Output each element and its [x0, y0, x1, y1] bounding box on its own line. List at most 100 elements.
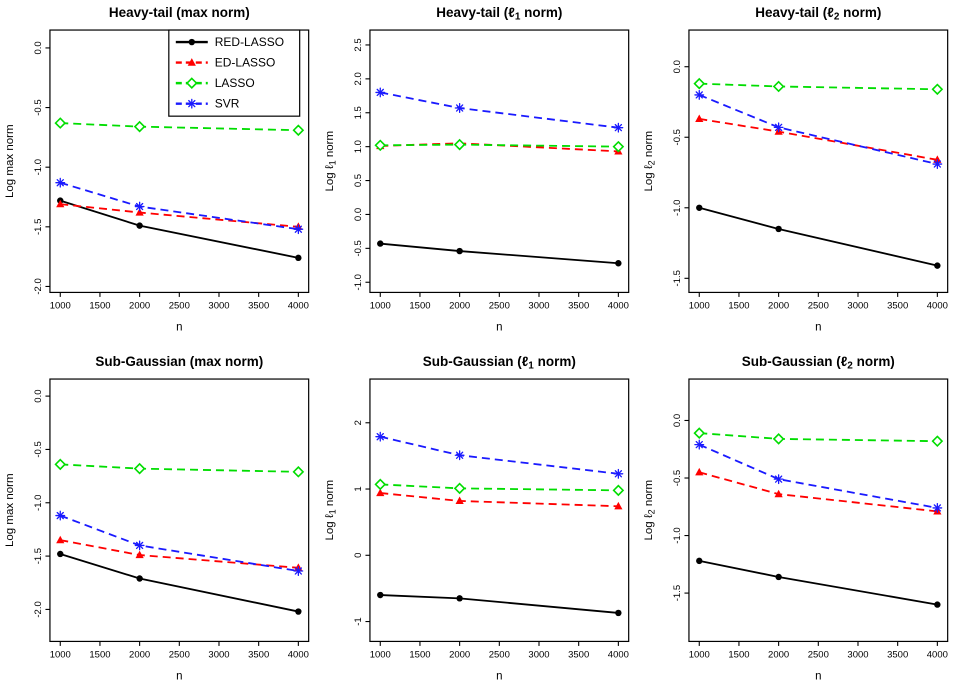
series-line-lasso — [60, 122, 299, 132]
series-line-svr — [60, 181, 299, 231]
marker-diamond-lasso — [453, 138, 466, 151]
x-tick-label: 1000 — [50, 300, 71, 311]
marker-diamond-lasso — [773, 80, 785, 93]
series-line-svr — [379, 91, 619, 129]
x-tick-label: 1500 — [89, 649, 110, 660]
y-tick-label: -1.5 — [672, 584, 683, 600]
x-tick-label: 2000 — [129, 300, 150, 311]
y-axis-label: Log ℓ2 norm — [643, 479, 656, 540]
x-tick-label: 2500 — [169, 300, 190, 311]
legend-label-lasso: LASSO — [215, 76, 255, 90]
marker-circle-red-lasso — [614, 260, 622, 267]
legend-label-ed-lasso: ED-LASSO — [215, 56, 276, 70]
marker-diamond-lasso — [292, 465, 305, 478]
chart-title: Heavy-tail (ℓ2 norm) — [756, 5, 882, 23]
y-tick-label: -2.0 — [33, 278, 44, 294]
legend-label-red-lasso: RED-LASSO — [215, 35, 284, 49]
y-tick-label: -1.0 — [33, 159, 44, 175]
series-line-svr — [699, 443, 938, 509]
marker-circle-red-lasso — [376, 591, 384, 598]
marker-circle-red-lasso — [775, 225, 783, 233]
chart-cell-sub-gaussian-l1-norm: Sub-Gaussian (ℓ1 norm) 1000 1500 2000 2500 30… — [320, 349, 640, 697]
y-axis-label: Log max norm — [4, 124, 16, 198]
series-line-lasso — [699, 431, 938, 442]
x-tick-label: 1000 — [369, 300, 390, 311]
x-axis-label: n — [496, 321, 502, 333]
marker-circle-red-lasso — [295, 254, 302, 262]
y-axis-label: Log max norm — [4, 473, 16, 547]
y-tick-label: 2.5 — [353, 38, 364, 51]
x-tick-label: 3000 — [528, 300, 549, 311]
y-tick-label: 1 — [353, 486, 364, 491]
y-tick-label: -0.5 — [672, 469, 683, 485]
y-tick-label: 0.0 — [33, 41, 44, 54]
x-tick-label: 2000 — [129, 649, 150, 660]
x-tick-label: 2500 — [488, 649, 509, 660]
marker-diamond-lasso — [931, 434, 944, 447]
marker-asterisk-svr — [932, 502, 943, 513]
chart-cell-sub-gaussian-l2-norm: Sub-Gaussian (ℓ2 norm) 1000 1500 2000 2500 30… — [639, 349, 959, 697]
marker-diamond-lasso — [693, 426, 706, 439]
marker-triangle-ed-lasso — [774, 489, 784, 497]
marker-asterisk-svr — [774, 473, 784, 484]
x-tick-label: 4000 — [927, 649, 948, 660]
marker-asterisk-svr — [454, 449, 465, 460]
series-line-ed-lasso — [699, 118, 938, 161]
series-line-red-lasso — [699, 206, 938, 267]
x-tick-label: 2000 — [768, 649, 789, 660]
y-tick-label: 1.0 — [353, 140, 364, 153]
chart-title: Heavy-tail (max norm) — [109, 5, 250, 20]
marker-circle-red-lasso — [934, 600, 941, 608]
series-line-lasso — [379, 482, 619, 491]
series-line-ed-lasso — [60, 203, 299, 228]
x-tick-label: 1000 — [689, 300, 710, 311]
y-tick-label: -2.0 — [33, 601, 44, 617]
marker-asterisk-svr — [613, 122, 623, 133]
marker-triangle-ed-lasso — [613, 501, 623, 509]
chart-cell-heavy-tail-l1-norm: Heavy-tail (ℓ1 norm) 1000 1500 2000 2500 3000… — [320, 0, 640, 349]
x-tick-label: 1000 — [50, 649, 71, 660]
plot-box — [369, 29, 629, 294]
x-tick-label: 4000 — [607, 300, 628, 311]
series-line-ed-lasso — [60, 538, 299, 569]
marker-asterisk-svr — [134, 539, 145, 550]
x-tick-label: 2000 — [449, 649, 470, 660]
chart-sub-gaussian-max-norm: Sub-Gaussian (max norm) 1000 1500 2000 2500 3… — [4, 354, 310, 682]
marker-diamond-lasso — [54, 458, 67, 470]
marker-triangle-ed-lasso — [135, 550, 144, 558]
marker-circle-red-lasso — [614, 609, 622, 616]
plot-box — [688, 29, 949, 294]
x-tick-label: 3000 — [528, 649, 549, 660]
y-tick-label: -1.0 — [353, 274, 364, 290]
chart-heavy-tail-l1-norm: Heavy-tail (ℓ1 norm) 1000 1500 2000 2500 3000… — [324, 5, 629, 333]
y-tick-label: -0.5 — [353, 240, 364, 256]
marker-diamond-lasso — [292, 124, 305, 137]
y-tick-label: 1.5 — [353, 106, 364, 119]
chart-cell-sub-gaussian-max-norm: Sub-Gaussian (max norm) 1000 1500 2000 2500 3… — [0, 349, 320, 697]
marker-diamond-lasso — [54, 117, 67, 129]
series-line-svr — [699, 94, 938, 165]
marker-triangle-ed-lasso — [56, 199, 65, 208]
marker-circle-red-lasso — [696, 557, 703, 564]
x-tick-label: 3500 — [568, 300, 589, 311]
y-tick-label: -1 — [353, 617, 364, 625]
marker-circle-red-lasso — [136, 574, 143, 582]
chart-heavy-tail-l2-norm: Heavy-tail (ℓ2 norm) 1000 1500 2000 2500 3000… — [643, 5, 949, 333]
marker-triangle-ed-lasso — [135, 208, 144, 216]
x-tick-label: 3000 — [848, 300, 869, 311]
y-tick-label: -1.0 — [672, 527, 683, 543]
marker-asterisk-svr — [293, 224, 304, 235]
x-tick-label: 4000 — [288, 300, 309, 311]
x-axis-label: n — [815, 321, 821, 333]
series-line-lasso — [699, 82, 938, 91]
marker-asterisk-svr — [694, 439, 705, 450]
marker-asterisk-svr — [932, 159, 943, 170]
y-tick-label: -1.5 — [33, 219, 44, 235]
chart-heavy-tail-max-norm: Heavy-tail (max norm) 1000 1500 2000 2500 300… — [4, 5, 310, 333]
series-line-ed-lasso — [699, 470, 938, 512]
x-tick-label: 2500 — [488, 300, 509, 311]
x-axis-label: n — [815, 670, 821, 682]
x-axis-label: n — [176, 670, 182, 682]
x-axis-label: n — [176, 321, 182, 333]
